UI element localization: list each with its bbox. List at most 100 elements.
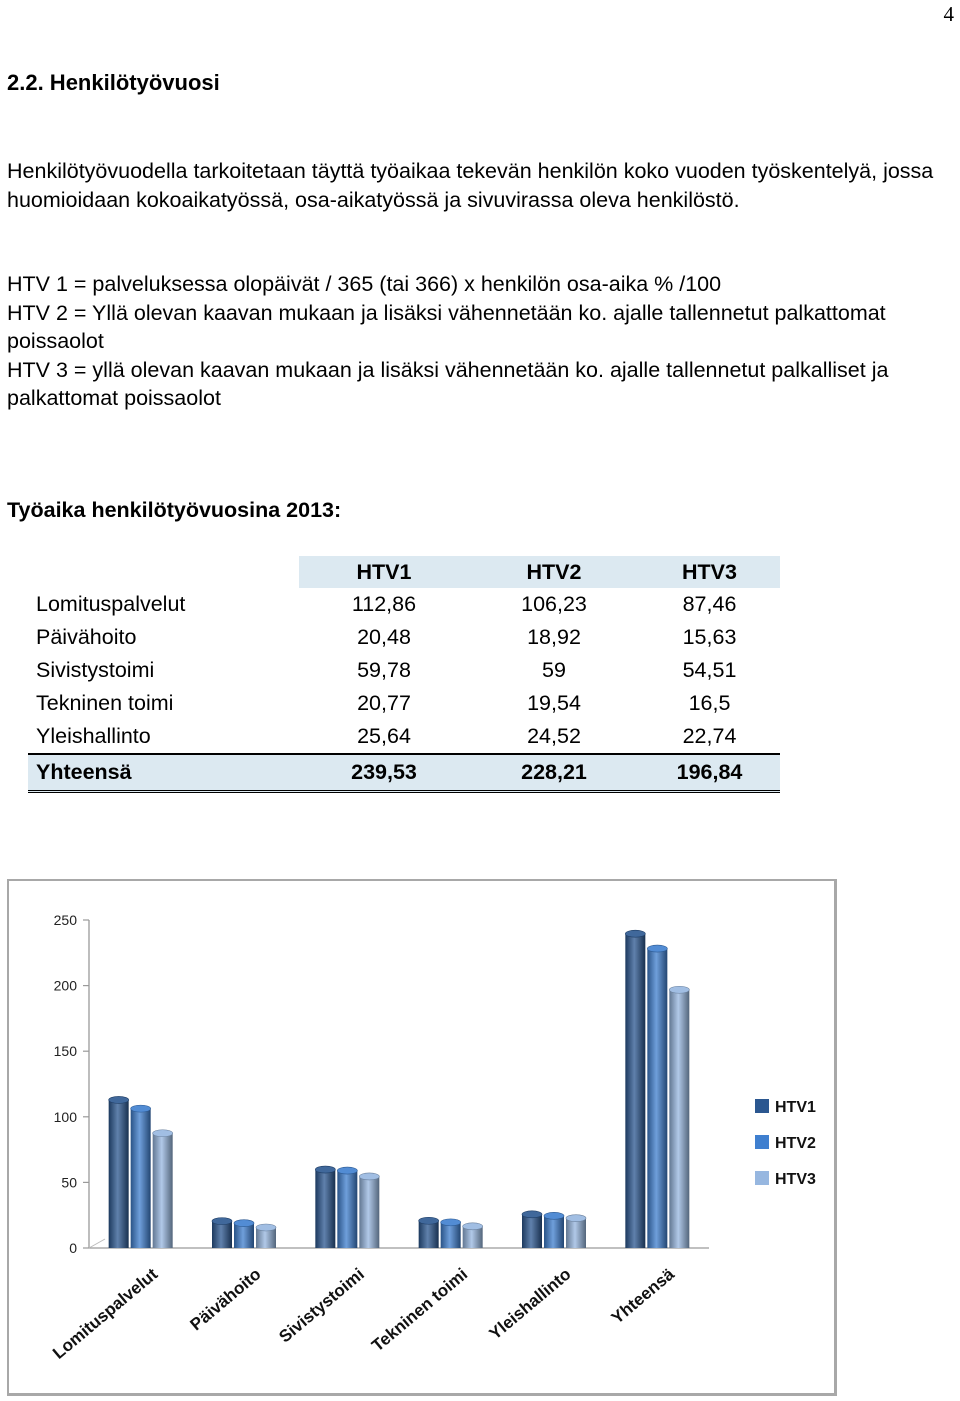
- table-row: Lomituspalvelut 112,86 106,23 87,46: [28, 588, 780, 621]
- total-htv3: 196,84: [639, 754, 780, 793]
- legend-swatch: [755, 1099, 769, 1113]
- cell-htv3: 22,74: [639, 720, 780, 755]
- htv-table: HTV1 HTV2 HTV3 Lomituspalvelut 112,86 10…: [28, 556, 780, 793]
- bar-body: [566, 1218, 586, 1248]
- bar-cap: [418, 1216, 439, 1225]
- row-label: Sivistystoimi: [36, 658, 155, 682]
- bar-htv1: [315, 1165, 336, 1248]
- cell-htv2: 24,52: [469, 720, 639, 755]
- cell-htv2: 19,54: [527, 691, 581, 715]
- y-tick-label: 150: [54, 1043, 78, 1059]
- bar-cap: [543, 1212, 565, 1220]
- bar-htv1: [211, 1217, 233, 1248]
- cell-htv3: 16,5: [688, 691, 731, 715]
- cell-htv3: 54,51: [682, 658, 737, 682]
- bar-body: [440, 1222, 461, 1248]
- bar-body: [544, 1215, 564, 1248]
- bar-body: [647, 948, 668, 1248]
- bar-htv1: [418, 1216, 439, 1248]
- bar-htv2: [233, 1219, 255, 1248]
- cell-htv2: 106,23: [521, 592, 587, 616]
- x-tick-label: Päivähoito: [187, 1265, 265, 1335]
- legend-label: HTV3: [775, 1171, 816, 1188]
- bar-body: [418, 1220, 439, 1248]
- bar-cap: [440, 1218, 461, 1227]
- cell-htv3: 15,63: [682, 625, 737, 649]
- bar-cap: [152, 1129, 173, 1138]
- cell-htv1: 20,77: [357, 691, 411, 715]
- legend-swatch: [755, 1171, 769, 1185]
- bar-htv1: [625, 929, 646, 1248]
- section-heading: 2.2. Henkilötyövuosi: [7, 70, 220, 95]
- legend-label: HTV1: [775, 1099, 816, 1116]
- cell-htv2: 59: [542, 658, 566, 682]
- bar-body: [337, 1170, 358, 1248]
- bar-cap: [337, 1166, 358, 1175]
- row-label: Tekninen toimi: [36, 691, 174, 715]
- floor-edge: [88, 1238, 106, 1249]
- total-htv1: 239,53: [299, 754, 469, 793]
- bar-htv1: [108, 1096, 129, 1248]
- bar-cap: [255, 1223, 277, 1232]
- bar-body: [359, 1176, 380, 1248]
- bar-cap: [211, 1217, 233, 1225]
- legend-label: HTV2: [775, 1135, 816, 1152]
- bar-cap: [315, 1165, 336, 1174]
- formula-htv2: HTV 2 = Yllä olevan kaavan mukaan ja lis…: [7, 300, 886, 354]
- bar-htv2: [543, 1212, 565, 1248]
- row-label: Yleishallinto: [28, 720, 299, 755]
- bar-cap: [130, 1104, 151, 1113]
- cell-htv3: 87,46: [682, 592, 737, 616]
- bar-cap: [108, 1096, 129, 1104]
- header-cell-htv2: HTV2: [469, 556, 639, 588]
- chart-frame: 0 50 100 150 200 250 Lomituspalvelut Päivähoito…: [7, 879, 837, 1396]
- bar-htv2: [440, 1218, 461, 1248]
- bar-body: [522, 1214, 542, 1248]
- legend-swatch: [755, 1135, 769, 1149]
- formula-htv1: HTV 1 = palveluksessa olopäivät / 365 (t…: [7, 272, 722, 296]
- cell-htv1: 25,64: [299, 720, 469, 755]
- cell-htv1: 59,78: [357, 658, 411, 682]
- table-total-row: Yhteensä 239,53 228,21 196,84: [28, 754, 780, 793]
- total-label: Yhteensä: [28, 754, 299, 793]
- header-cell-empty: [28, 556, 299, 588]
- table-row: Tekninen toimi 20,77 19,54 16,5: [28, 687, 780, 720]
- bar-htv3: [669, 985, 690, 1248]
- x-tick-label: Tekninen toimi: [368, 1265, 471, 1356]
- bar-htv2: [337, 1166, 358, 1248]
- bar-htv3: [359, 1172, 380, 1248]
- header-cell-htv1: HTV1: [299, 556, 469, 588]
- bar-body: [152, 1133, 173, 1248]
- cell-htv1: 112,86: [351, 592, 417, 616]
- bar-body: [212, 1221, 232, 1248]
- bar-cap: [462, 1222, 483, 1231]
- bar-cap: [647, 944, 668, 953]
- table-row: Päivähoito 20,48 18,92 15,63: [28, 621, 780, 654]
- bar-body: [315, 1169, 336, 1248]
- bar-htv2: [130, 1104, 151, 1248]
- table-header-row: HTV1 HTV2 HTV3: [28, 556, 780, 588]
- page-number: 4: [943, 2, 955, 26]
- bar-htv3: [255, 1223, 277, 1248]
- x-tick-label: Sivistystoimi: [275, 1265, 368, 1347]
- bar-body: [108, 1099, 129, 1248]
- bar-htv2: [647, 944, 668, 1248]
- bar-htv3: [152, 1129, 173, 1248]
- bar-body: [462, 1226, 483, 1248]
- header-cell-htv3: HTV3: [639, 556, 780, 588]
- x-tick-label: Yhteensä: [608, 1264, 679, 1327]
- cell-htv1: 20,48: [357, 625, 411, 649]
- cell-htv2: 18,92: [527, 625, 581, 649]
- bar-cap: [625, 929, 646, 938]
- y-tick-label: 50: [61, 1174, 77, 1190]
- htv-bar-chart: 0 50 100 150 200 250 Lomituspalvelut Päivähoito…: [49, 912, 816, 1363]
- bar-body: [234, 1223, 254, 1248]
- bar-cap: [233, 1219, 255, 1227]
- bar-cap: [565, 1214, 587, 1222]
- row-label: Päivähoito: [36, 625, 137, 649]
- bar-cap: [669, 985, 690, 994]
- row-label: Lomituspalvelut: [36, 592, 186, 616]
- table-row: Sivistystoimi 59,78 59 54,51: [28, 654, 780, 687]
- formula-htv3: HTV 3 = yllä olevan kaavan mukaan ja lis…: [7, 357, 889, 411]
- y-tick-label: 200: [54, 978, 78, 994]
